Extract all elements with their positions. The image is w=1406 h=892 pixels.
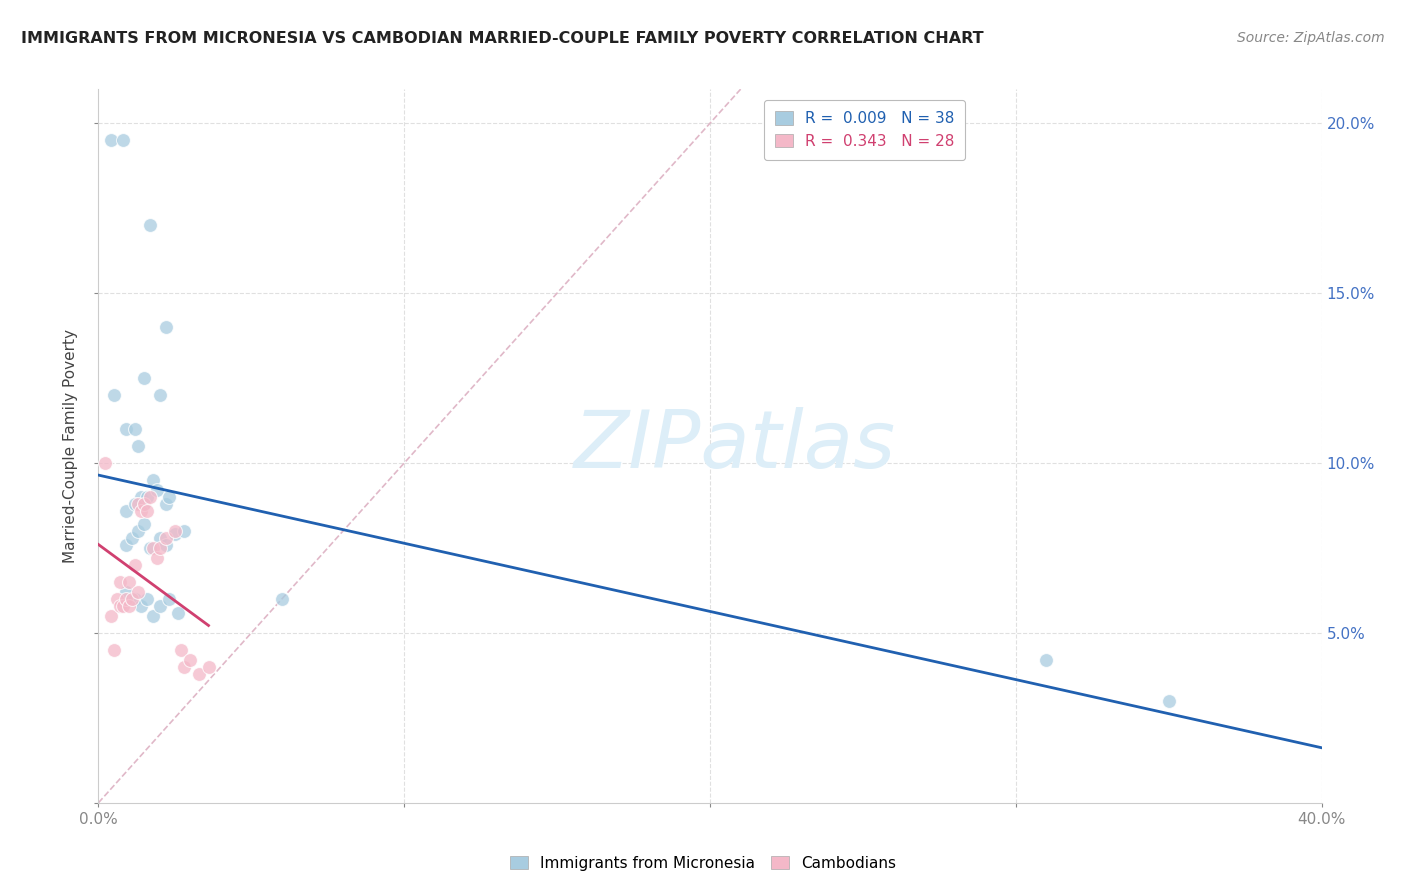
- Point: [157, 591, 180, 606]
- Point: [139, 218, 162, 232]
- Point: [115, 537, 138, 551]
- Point: [188, 666, 211, 681]
- Point: [100, 133, 122, 147]
- Point: [136, 591, 159, 606]
- Legend: R =  0.009   N = 38, R =  0.343   N = 28: R = 0.009 N = 38, R = 0.343 N = 28: [763, 101, 966, 160]
- Point: [170, 643, 193, 657]
- Point: [155, 320, 177, 334]
- Point: [157, 490, 180, 504]
- Point: [121, 591, 143, 606]
- Point: [173, 660, 195, 674]
- Point: [115, 503, 138, 517]
- Point: [139, 541, 162, 555]
- Point: [134, 497, 156, 511]
- Point: [142, 473, 165, 487]
- Point: [115, 422, 138, 436]
- Point: [145, 551, 167, 566]
- Point: [118, 574, 141, 589]
- Point: [155, 531, 177, 545]
- Point: [124, 558, 146, 572]
- Point: [127, 497, 149, 511]
- Point: [163, 527, 186, 541]
- Point: [129, 490, 152, 504]
- Point: [197, 660, 219, 674]
- Point: [145, 483, 167, 498]
- Point: [108, 574, 131, 589]
- Point: [124, 422, 146, 436]
- Text: IMMIGRANTS FROM MICRONESIA VS CAMBODIAN MARRIED-COUPLE FAMILY POVERTY CORRELATIO: IMMIGRANTS FROM MICRONESIA VS CAMBODIAN …: [21, 31, 984, 46]
- Point: [136, 490, 159, 504]
- Point: [118, 599, 141, 613]
- Point: [100, 608, 122, 623]
- Point: [134, 517, 156, 532]
- Point: [270, 591, 292, 606]
- Legend: Immigrants from Micronesia, Cambodians: Immigrants from Micronesia, Cambodians: [501, 847, 905, 880]
- Point: [149, 599, 172, 613]
- Point: [115, 585, 138, 599]
- Point: [142, 608, 165, 623]
- Point: [134, 371, 156, 385]
- Point: [1157, 694, 1180, 708]
- Text: ZIPatlas: ZIPatlas: [574, 407, 896, 485]
- Point: [149, 541, 172, 555]
- Point: [103, 643, 125, 657]
- Point: [111, 133, 134, 147]
- Text: Source: ZipAtlas.com: Source: ZipAtlas.com: [1237, 31, 1385, 45]
- Point: [127, 439, 149, 453]
- Y-axis label: Married-Couple Family Poverty: Married-Couple Family Poverty: [63, 329, 79, 563]
- Point: [103, 388, 125, 402]
- Point: [167, 606, 190, 620]
- Point: [149, 531, 172, 545]
- Point: [129, 599, 152, 613]
- Point: [134, 497, 156, 511]
- Point: [149, 388, 172, 402]
- Point: [163, 524, 186, 538]
- Point: [136, 503, 159, 517]
- Point: [127, 524, 149, 538]
- Point: [111, 599, 134, 613]
- Point: [1035, 653, 1057, 667]
- Point: [105, 591, 128, 606]
- Point: [173, 524, 195, 538]
- Point: [129, 503, 152, 517]
- Point: [124, 497, 146, 511]
- Point: [108, 599, 131, 613]
- Point: [124, 591, 146, 606]
- Point: [155, 497, 177, 511]
- Point: [127, 585, 149, 599]
- Point: [142, 541, 165, 555]
- Point: [93, 456, 115, 470]
- Point: [179, 653, 201, 667]
- Point: [115, 591, 138, 606]
- Point: [121, 531, 143, 545]
- Point: [139, 490, 162, 504]
- Point: [155, 537, 177, 551]
